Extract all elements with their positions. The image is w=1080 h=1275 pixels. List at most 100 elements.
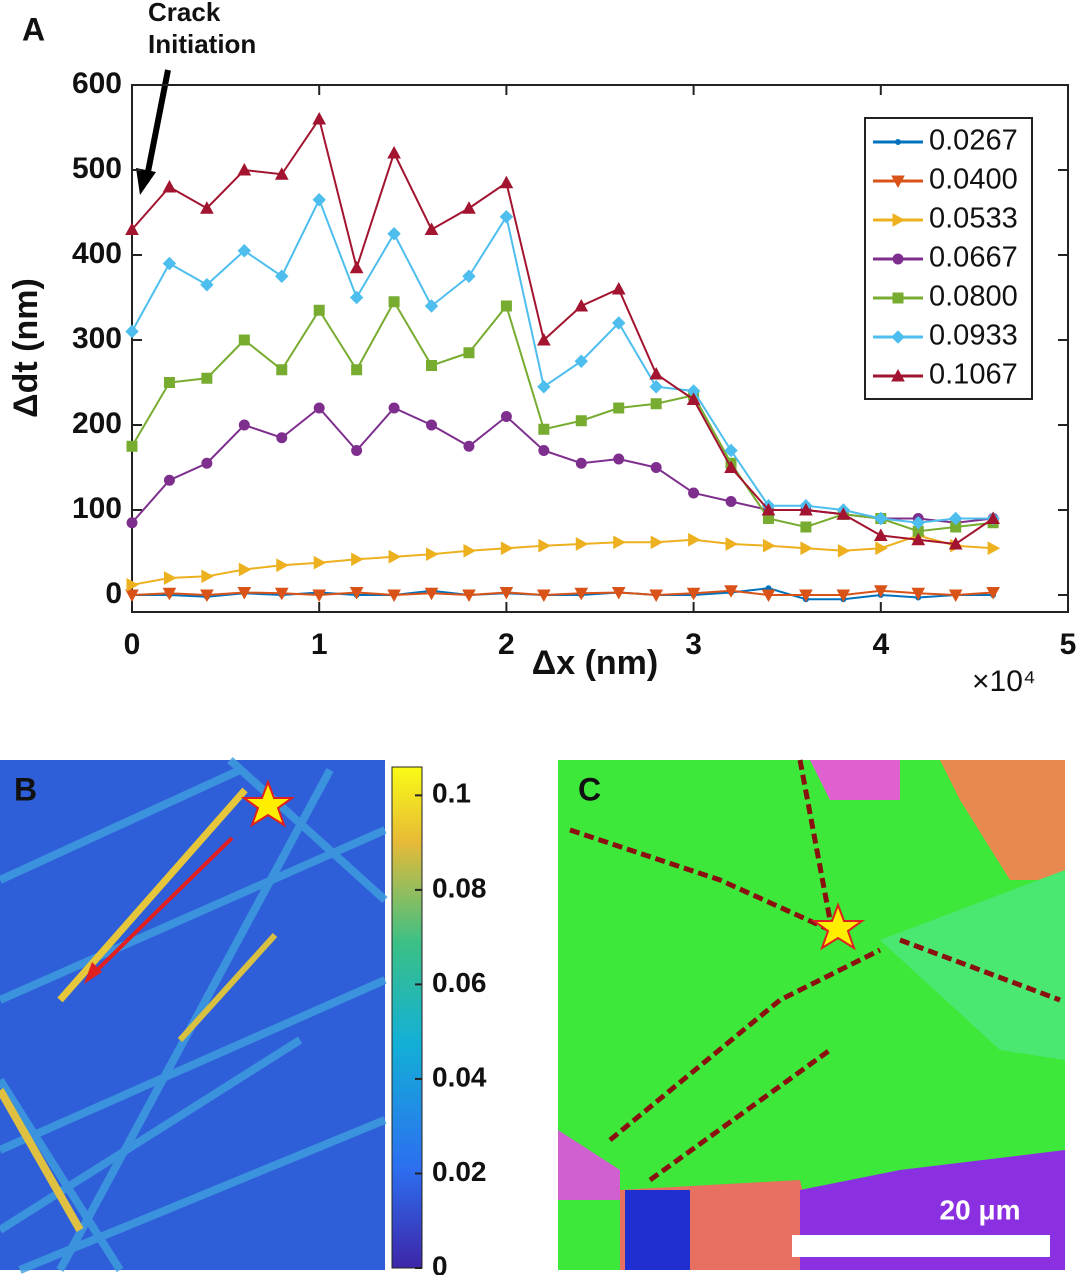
x-tick-label: 1 <box>311 628 328 661</box>
marker <box>201 569 214 584</box>
marker <box>463 440 475 452</box>
marker <box>126 517 138 529</box>
marker <box>387 145 401 159</box>
marker <box>724 460 738 473</box>
strain-map <box>0 757 388 1274</box>
marker <box>612 316 626 330</box>
marker <box>424 222 439 235</box>
marker <box>649 589 664 603</box>
marker <box>276 364 288 376</box>
marker <box>836 589 851 603</box>
marker <box>238 419 250 431</box>
marker <box>349 290 364 305</box>
legend-label: 0.0267 <box>929 125 1018 157</box>
marker <box>201 372 213 384</box>
marker <box>125 324 139 339</box>
series-line <box>131 197 994 524</box>
marker <box>351 445 363 456</box>
marker <box>837 543 851 558</box>
marker <box>313 555 327 570</box>
marker <box>499 210 514 224</box>
marker <box>387 227 401 241</box>
marker <box>948 511 963 526</box>
marker <box>424 587 439 601</box>
marker <box>800 521 812 533</box>
marker <box>162 179 177 193</box>
marker <box>388 402 400 414</box>
marker <box>200 201 214 214</box>
marker <box>650 398 662 410</box>
marker <box>724 443 738 458</box>
marker <box>948 536 963 550</box>
legend-marker <box>891 368 905 382</box>
marker <box>986 586 1000 600</box>
marker <box>874 511 888 526</box>
x-tick-label: 4 <box>872 628 889 661</box>
arrow-head <box>136 168 156 195</box>
series-line <box>131 299 994 533</box>
marker <box>613 535 626 550</box>
marker <box>463 543 477 558</box>
y-tick-label: 0 <box>105 577 122 610</box>
x-tick-label: 3 <box>685 628 702 661</box>
marker <box>163 377 175 388</box>
marker <box>761 502 776 516</box>
marker <box>426 419 438 431</box>
marker <box>574 354 588 368</box>
x-multiplier: ×10⁴ <box>972 665 1036 698</box>
marker <box>613 402 625 414</box>
marker <box>237 162 252 176</box>
marker <box>987 541 1001 556</box>
marker <box>463 347 475 359</box>
marker <box>799 502 813 516</box>
legend-marker <box>891 175 905 189</box>
orientation-map <box>558 759 1065 1270</box>
marker <box>274 587 289 601</box>
legend-marker <box>891 330 905 344</box>
marker <box>276 558 289 573</box>
y-tick-label: 100 <box>72 492 122 525</box>
marker <box>611 281 626 295</box>
marker <box>725 496 737 507</box>
marker <box>538 445 550 456</box>
series-line <box>131 116 994 546</box>
marker <box>462 269 476 283</box>
marker <box>351 364 363 376</box>
marker <box>836 507 851 520</box>
annotation: Crack Initiation <box>148 0 256 59</box>
marker <box>875 541 888 556</box>
marker <box>462 589 476 603</box>
marker <box>688 532 701 547</box>
marker <box>200 278 214 292</box>
marker <box>762 538 776 553</box>
marker <box>274 167 289 180</box>
y-tick-label: 400 <box>72 237 122 270</box>
marker <box>275 269 289 283</box>
marker <box>351 552 364 567</box>
y-tick-label: 200 <box>72 407 122 440</box>
marker <box>237 244 252 258</box>
annotation-arrow <box>143 69 171 183</box>
marker <box>911 532 926 546</box>
legend-label: 0.0667 <box>929 242 1018 274</box>
marker <box>724 585 738 598</box>
marker <box>313 402 325 414</box>
legend-label: 0.0533 <box>929 203 1018 235</box>
marker <box>725 537 739 551</box>
marker <box>575 457 587 469</box>
marker <box>649 366 664 380</box>
marker <box>538 538 551 553</box>
marker <box>462 201 476 214</box>
series-line <box>131 534 994 586</box>
marker <box>649 380 663 394</box>
marker <box>688 487 700 499</box>
marker <box>499 175 514 189</box>
marker <box>574 298 589 312</box>
marker <box>200 589 214 603</box>
marker <box>650 462 662 473</box>
marker <box>873 528 888 541</box>
marker <box>986 511 1000 524</box>
marker <box>201 457 213 469</box>
marker <box>162 256 177 271</box>
marker <box>800 541 813 556</box>
